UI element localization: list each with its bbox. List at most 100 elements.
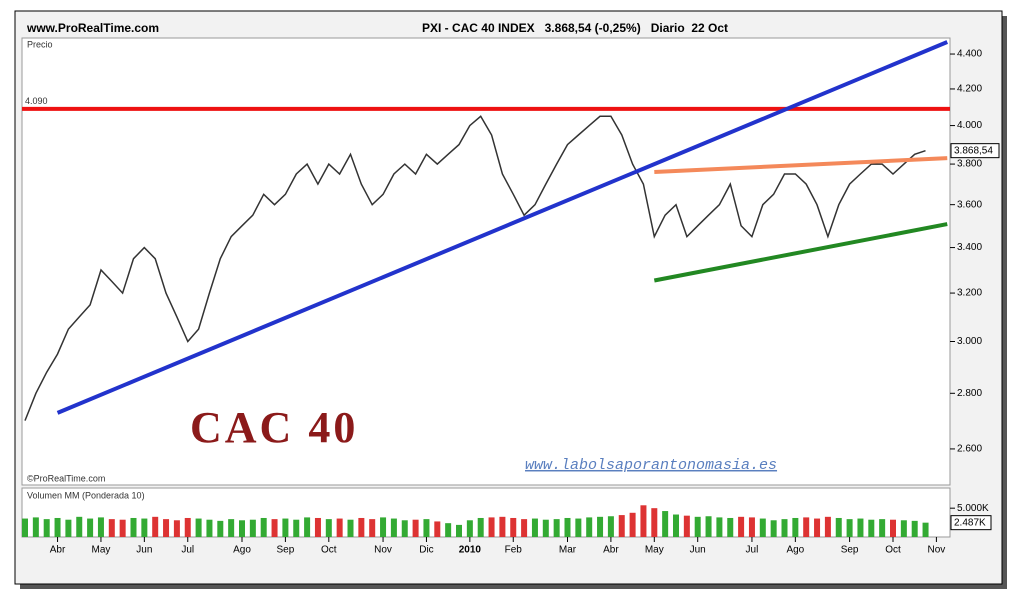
price-panel: [21, 37, 951, 486]
volume-bar: [694, 516, 701, 537]
volume-bar: [195, 518, 202, 537]
volume-bar: [260, 517, 267, 537]
volume-bar: [705, 516, 712, 537]
x-tick-label: Sep: [277, 545, 295, 556]
volume-bar: [54, 517, 61, 537]
x-tick-label: Ago: [786, 545, 804, 556]
volume-bar: [651, 508, 658, 537]
trend-line: [654, 156, 948, 175]
volume-bar: [814, 518, 821, 537]
plot: 2.600 2.800 3.000 3.200 3.400 3.600 3.800 4.000…: [22, 40, 1000, 556]
volume-bar: [846, 519, 853, 537]
volume-bar: [97, 517, 104, 537]
volume-title: Volumen MM (Ponderada 10): [27, 490, 145, 500]
volume-bar: [401, 520, 408, 537]
x-tick-label: 2010: [459, 545, 482, 556]
y-tick-label: 5.000K: [957, 503, 989, 514]
level-label: 4.090: [25, 96, 48, 106]
volume-bar: [607, 516, 614, 537]
last-price-label: 3.868,54: [954, 145, 993, 156]
volume-bar: [152, 516, 159, 537]
volume-bar: [629, 512, 636, 537]
x-tick-label: Ago: [233, 545, 251, 556]
x-tick-label: Oct: [885, 545, 901, 556]
volume-bar: [770, 520, 777, 537]
volume-bar: [358, 517, 365, 537]
volume-bar: [531, 518, 538, 537]
site: www.ProRealTime.com: [26, 21, 159, 35]
volume-bar: [119, 519, 126, 537]
x-tick-label: May: [91, 545, 110, 556]
y-tick-label: 4.200: [957, 84, 982, 95]
x-tick-label: Sep: [841, 545, 859, 556]
volume-bar: [890, 519, 896, 537]
volume-bar: [163, 519, 170, 537]
volume-bar: [184, 517, 191, 537]
volume-bar: [173, 520, 180, 537]
watermark: www.labolsaporantonomasia.es: [525, 457, 777, 474]
volume-bar: [325, 519, 332, 537]
volume-bar: [618, 515, 625, 537]
x-tick-label: Mar: [559, 545, 577, 556]
volume-bar: [87, 518, 94, 537]
volume-bar: [141, 518, 148, 537]
volume-bar: [336, 518, 343, 537]
volume-bar: [792, 517, 799, 537]
volume-bar: [835, 517, 842, 537]
panel-title: Precio: [27, 39, 53, 49]
volume-bar: [249, 519, 256, 537]
volume-bar: [716, 517, 723, 537]
volume-bar: [922, 522, 929, 537]
volume-bar: [43, 519, 50, 537]
volume-bar: [228, 519, 235, 537]
volume-bar: [65, 519, 72, 537]
volume-bar: [857, 518, 864, 537]
volume-bar: [390, 518, 397, 537]
volume-bar: [488, 517, 495, 537]
volume-bar: [304, 517, 311, 537]
volume-bar: [553, 519, 560, 537]
volume-bar: [499, 516, 506, 537]
volume-bar: [314, 517, 321, 537]
price-line: [24, 115, 926, 421]
copyright: ©ProRealTime.com: [27, 473, 105, 483]
volume-bar: [662, 511, 669, 537]
volume-bar: [271, 519, 278, 537]
y-tick-label: 4.000: [957, 120, 982, 131]
y-tick-label: 3.600: [957, 199, 982, 210]
volume-bar: [510, 517, 517, 537]
volume-panel: [21, 487, 951, 538]
x-tick-label: Nov: [928, 545, 946, 556]
y-tick-label: 2.800: [957, 388, 982, 399]
volume-bar: [738, 516, 745, 537]
y-tick-label: 3.400: [957, 242, 982, 253]
volume-bar: [868, 519, 875, 537]
volume-bar: [803, 517, 810, 537]
volume-bar: [32, 517, 39, 537]
volume-bar: [347, 519, 354, 537]
volume-bar: [456, 524, 462, 537]
volume-bar: [108, 519, 115, 537]
volume-bar: [564, 517, 571, 537]
volume-bar: [477, 517, 484, 537]
volume-bar: [206, 519, 213, 537]
volume-bar: [586, 517, 593, 537]
y-tick-label: 3.800: [957, 159, 982, 170]
volume-bar: [76, 516, 83, 537]
volume-bar: [445, 523, 452, 537]
volume-bar: [759, 518, 766, 537]
y-tick-label: 3.000: [957, 336, 982, 347]
last-price-box: [950, 143, 1000, 159]
y-tick-label: 3.200: [957, 288, 982, 299]
x-tick-label: Oct: [321, 545, 337, 556]
y-tick-label: 4.400: [957, 49, 982, 60]
trend-line: [653, 222, 948, 283]
volume-bar: [900, 520, 907, 537]
x-tick-label: Nov: [374, 545, 392, 556]
volume-bar: [369, 519, 376, 537]
volume-bar: [130, 517, 137, 537]
volume-bar: [673, 514, 679, 537]
volume-bar: [466, 520, 473, 537]
